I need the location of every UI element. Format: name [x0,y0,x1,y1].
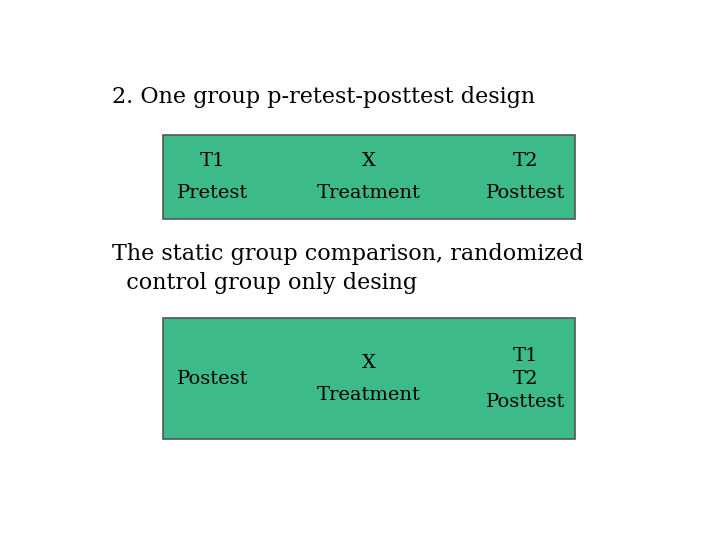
Text: T1: T1 [513,347,538,365]
Text: The static group comparison, randomized: The static group comparison, randomized [112,243,584,265]
Text: Treatment: Treatment [317,386,421,403]
Text: T2: T2 [513,370,538,388]
Text: Pretest: Pretest [177,184,248,202]
FancyBboxPatch shape [163,136,575,219]
Text: Posttest: Posttest [485,393,565,410]
FancyBboxPatch shape [163,319,575,439]
Text: Posttest: Posttest [485,184,565,202]
Text: T1: T1 [200,152,225,170]
Text: T2: T2 [513,152,538,170]
Text: X: X [362,354,376,372]
Text: 2. One group p-retest-posttest design: 2. One group p-retest-posttest design [112,85,536,107]
Text: X: X [362,152,376,170]
Text: control group only desing: control group only desing [112,272,418,294]
Text: Treatment: Treatment [317,184,421,202]
Text: Postest: Postest [177,370,248,388]
